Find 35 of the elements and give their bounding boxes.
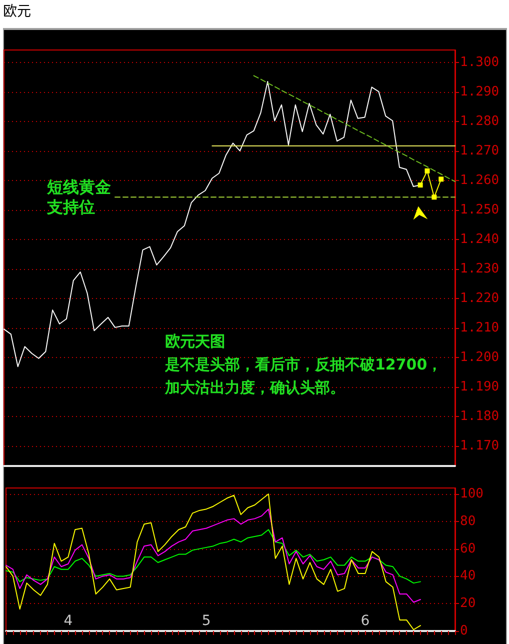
x-tick-label: 6	[360, 613, 370, 629]
y-tick-label: 1.260	[460, 173, 500, 188]
y-tick-label: 1.280	[460, 114, 500, 130]
y-tick-label: 1.290	[460, 84, 500, 100]
x-tick-label: 5	[202, 613, 211, 629]
annotation: 欧元天图	[165, 332, 225, 350]
line-series	[6, 508, 421, 603]
chart-title: 欧元	[3, 3, 31, 21]
annotation: 是不是头部，看后市，反抽不破12700，加大沽出力度，确认头部。	[164, 356, 442, 396]
y-tick-label: 80	[460, 514, 476, 529]
point	[438, 176, 444, 182]
y-tick-label: 40	[460, 568, 476, 584]
y-tick-label: 0	[460, 624, 468, 638]
y-tick-label: 1.210	[460, 320, 500, 336]
y-tick-label: 1.250	[460, 202, 500, 218]
y-tick-label: 1.200	[460, 350, 500, 366]
y-tick-label: 1.170	[460, 438, 500, 454]
x-tick-label: 4	[64, 613, 73, 629]
y-tick-label: 60	[460, 541, 476, 556]
y-tick-label: 100	[460, 486, 484, 502]
y-tick-label: 1.220	[460, 291, 500, 306]
line-series	[6, 494, 421, 630]
y-tick-label: 1.300	[460, 55, 500, 70]
point	[432, 194, 437, 200]
y-tick-label: 1.240	[460, 232, 500, 248]
y-tick-label: 1.230	[460, 262, 500, 277]
point	[418, 182, 423, 188]
line-series	[253, 75, 456, 182]
y-tick-label: 1.270	[460, 144, 500, 159]
point	[424, 168, 430, 174]
y-tick-label: 1.190	[460, 379, 500, 394]
y-tick-label: 1.180	[460, 408, 500, 424]
annotation: 短线黄金支持位	[46, 178, 111, 216]
y-tick-label: 20	[460, 596, 476, 612]
line-series	[6, 529, 421, 584]
